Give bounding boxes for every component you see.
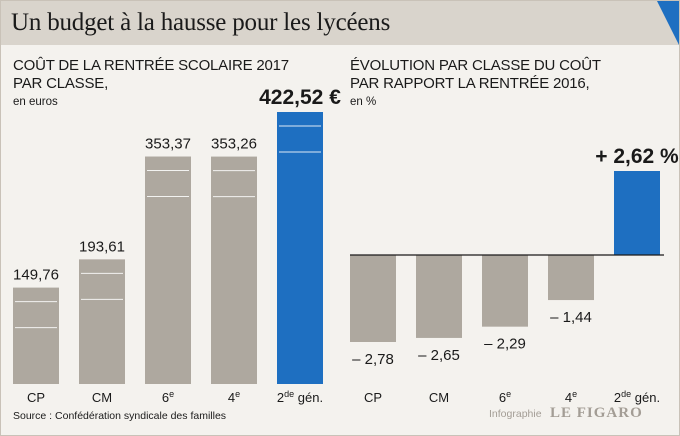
- chart1-bar: [145, 156, 191, 384]
- category-superscript: e: [506, 389, 511, 399]
- chart1-value-label: 193,61: [79, 238, 125, 255]
- chart1-bar: [277, 112, 323, 384]
- chart2-value-label: – 2,78: [352, 351, 394, 368]
- category-suffix: gén.: [631, 390, 660, 405]
- credit: Infographie LE FIGARO: [489, 405, 643, 423]
- category-suffix: gén.: [294, 390, 323, 405]
- chart1-subtitle: en euros: [13, 96, 58, 108]
- chart1-title-line2: PAR CLASSE,: [13, 75, 109, 92]
- category-superscript: e: [169, 389, 174, 399]
- chart2-title: ÉVOLUTION PAR CLASSE DU COÛT PAR RAPPORT…: [350, 57, 601, 93]
- chart1-bar: [211, 156, 257, 384]
- chart2-category-label: 6e: [499, 389, 511, 405]
- category-superscript: e: [235, 389, 240, 399]
- category-name: 2: [277, 390, 284, 405]
- chart1-value-label: 149,76: [13, 267, 59, 284]
- chart1-value-label: 422,52 €: [259, 86, 341, 109]
- header-band: Un budget à la hausse pour les lycéens: [1, 1, 679, 45]
- chart2-subtitle: en %: [350, 96, 377, 108]
- category-name: 6: [499, 390, 506, 405]
- chart2-category-label: CM: [429, 390, 449, 405]
- chart2-title-line1: ÉVOLUTION PAR CLASSE DU COÛT: [350, 57, 601, 74]
- category-name: 2: [614, 390, 621, 405]
- category-name: CP: [27, 390, 45, 405]
- category-superscript: de: [621, 389, 631, 399]
- chart1-bar: [79, 259, 125, 384]
- chart2-bar: [416, 255, 462, 338]
- page-title: Un budget à la hausse pour les lycéens: [11, 9, 391, 36]
- chart1-title-line1: COÛT DE LA RENTRÉE SCOLAIRE 2017: [13, 57, 289, 74]
- credit-label: Infographie: [489, 407, 542, 420]
- chart1-category-label: 2de gén.: [277, 389, 323, 405]
- chart2-value-label: + 2,62 %: [595, 145, 679, 168]
- chart2-bar: [548, 255, 594, 301]
- chart1-category-label: 6e: [162, 389, 174, 405]
- chart2-category-label: CP: [364, 390, 382, 405]
- category-name: 6: [162, 390, 169, 405]
- chart2-category-label: 4e: [565, 389, 577, 405]
- category-superscript: e: [572, 389, 577, 399]
- chart2-bar: [350, 255, 396, 342]
- chart2-bar: [482, 255, 528, 327]
- chart2-title-line2: PAR RAPPORT LA RENTRÉE 2016,: [350, 75, 590, 92]
- chart1-category-label: CM: [92, 390, 112, 405]
- chart1-category-label: CP: [27, 390, 45, 405]
- figaro-logo: LE FIGARO: [550, 405, 643, 422]
- accent-corner: [657, 1, 679, 45]
- chart2-bar: [614, 171, 660, 255]
- chart1-value-label: 353,26: [211, 136, 257, 153]
- category-name: 4: [228, 390, 235, 405]
- chart2-category-label: 2de gén.: [614, 389, 660, 405]
- chart1-value-label: 353,37: [145, 136, 191, 153]
- chart2-value-label: – 2,29: [484, 336, 526, 353]
- category-name: 4: [565, 390, 572, 405]
- category-name: CM: [429, 390, 449, 405]
- category-name: CP: [364, 390, 382, 405]
- chart1-title: COÛT DE LA RENTRÉE SCOLAIRE 2017 PAR CLA…: [13, 57, 289, 93]
- category-superscript: de: [284, 389, 294, 399]
- category-name: CM: [92, 390, 112, 405]
- chart2-value-label: – 1,44: [550, 309, 592, 326]
- chart1-category-label: 4e: [228, 389, 240, 405]
- chart2-value-label: – 2,65: [418, 347, 460, 364]
- source-note: Source : Confédération syndicale des fam…: [13, 410, 227, 422]
- chart1-bar: [13, 287, 59, 384]
